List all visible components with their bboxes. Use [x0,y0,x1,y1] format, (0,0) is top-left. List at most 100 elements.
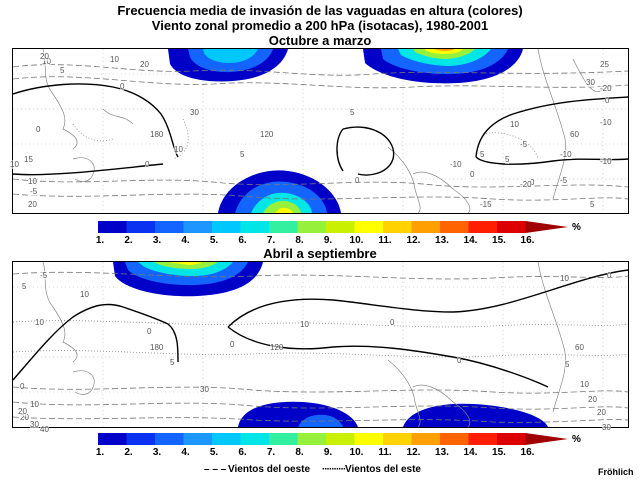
colorbar-tick-label: 12. [406,235,421,246]
colorbar-tick-label: 10. [349,235,364,246]
contour-label: 30 [602,423,611,432]
colorbar-swatch [297,221,326,233]
colorbar-tick-label: 5. [209,447,219,458]
trough-frequency-shading [168,49,523,213]
contour-label: 0 [390,318,395,327]
contour-label: 5 [350,108,355,117]
colorbar-top-unit: % [572,222,581,233]
colorbar-tick-label: 4. [181,447,190,458]
colorbar-swatch [411,221,440,233]
contour-label: -15 [480,200,492,209]
contour-label: 10 [30,400,39,409]
contour-label: 0 [605,96,610,105]
colorbar-swatch [98,221,127,233]
colorbar-swatch [269,433,298,445]
contour-label: 60 [570,130,579,139]
colorbar-swatch [155,221,184,233]
colorbar-tick-label: 13. [435,447,449,458]
contour-label: 40 [40,425,49,434]
contour-label: 5 [60,66,65,75]
contour-label: 5 [480,150,485,159]
contour-label: 10 [10,160,19,169]
contour-label: 10 [300,320,309,329]
contour-label: 20 [588,395,597,404]
colorbar-tick-label: 5. [209,235,219,246]
contour-label: 0 [530,178,535,187]
contour-label: -10 [560,150,572,159]
colorbar-tick-label: 9. [323,235,333,246]
colorbar-tick-label: 12. [406,447,421,458]
colorbar-bottom-swatches [98,433,568,445]
colorbar-swatch [240,433,269,445]
contour-label: -5 [40,271,48,280]
contour-label: 180 [150,343,164,352]
colorbar-swatch [497,221,526,233]
contour-label: 10 [110,55,119,64]
colorbar-tick-label: 1. [95,235,105,246]
colorbar-swatch [468,221,497,233]
colorbar-swatch [440,221,469,233]
colorbar-tick-label: 7. [266,447,276,458]
map-panel-oct-mar [12,48,629,214]
colorbar-tick-label: 13. [435,235,449,246]
colorbar-tick-label: 4. [181,235,190,246]
contour-label: 0 [355,176,360,185]
westerly-legend-label: Vientos del oeste [228,464,311,475]
colorbar-top-swatches [98,221,568,233]
contour-label: 30 [586,78,595,87]
colorbar-bottom-unit: % [572,434,581,445]
contour-label: 0 [147,327,152,336]
colorbar-tick-label: 11. [378,447,392,458]
colorbar-tick-label: 10. [349,447,364,458]
contour-label: 20 [28,200,37,209]
contour-label: 0 [607,271,612,280]
contour-label: 15 [24,155,33,164]
contour-label: -5 [30,187,38,196]
coastlines [42,262,566,427]
colorbar-tick-label: 3. [152,235,162,246]
contour-label: -10 [600,157,612,166]
contour-label: 0 [457,356,462,365]
colorbar-top [98,220,568,239]
colorbar-tick-label: 15. [492,447,506,458]
colorbar-swatch [98,433,127,445]
colorbar-bottom [98,432,568,451]
contour-label: 30 [190,108,199,117]
contour-label: 120 [270,343,284,352]
contour-label: 5 [170,358,175,367]
contour-label: 120 [260,130,274,139]
colorbar-tick-label: 11. [378,235,392,246]
westerly-isotachs [13,64,628,201]
contour-label: 0 [120,82,125,91]
colorbar-tick-label: 8. [295,447,304,458]
map-panel-apr-sep [12,261,629,428]
contour-label: 20 [40,52,49,61]
map-title-line2: Viento zonal promedio a 200 hPa (isotaca… [151,18,489,33]
colorbar-swatch [212,221,241,233]
map-title-line1: Frecuencia media de invasión de las vagu… [117,3,523,18]
colorbar-swatch [212,433,241,445]
colorbar-tick-label: 14. [463,235,478,246]
colorbar-swatch [497,433,526,445]
colorbar-swatch [383,433,412,445]
contour-label: 0 [20,382,25,391]
contour-label: 20 [140,60,149,69]
contour-label: 20 [20,413,29,422]
colorbar-swatch [126,221,155,233]
contour-label: 20 [597,408,606,417]
colorbar-swatch [183,433,212,445]
colorbar-tick-label: 1. [95,447,105,458]
contour-label: 10 [560,274,569,283]
colorbar-swatch [240,221,269,233]
contour-label: 10 [42,57,51,66]
contour-label: 30 [200,385,209,394]
colorbar-tick-label: 9. [323,447,333,458]
colorbar-swatch [354,433,383,445]
easterly-isotachs [13,320,628,358]
colorbar-tick-label: 2. [124,235,133,246]
colorbar-swatch [269,221,298,233]
contour-label: 5 [240,150,245,159]
contour-label: 5 [590,200,595,209]
colorbar-tick-label: 6. [238,235,247,246]
colorbar-arrow [525,221,568,233]
